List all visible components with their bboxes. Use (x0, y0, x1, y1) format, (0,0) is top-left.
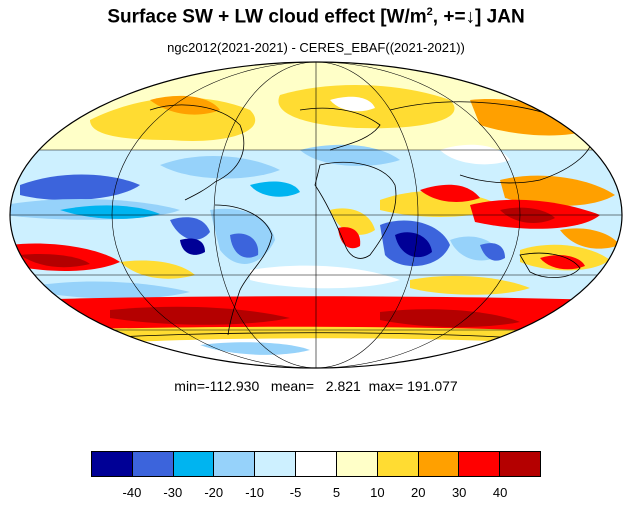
map-border (9, 61, 623, 369)
colorbar-tick-label: -40 (122, 485, 142, 500)
colorbar-ticks: -40 -30 -20 -10 -5 5 10 20 30 40 (91, 485, 541, 503)
colorbar-swatch (459, 452, 501, 476)
colorbar-swatch (132, 452, 174, 476)
colorbar-tick-label: 5 (332, 485, 341, 500)
colorbar-tick-label: 30 (451, 485, 467, 500)
colorbar-tick-label: 20 (411, 485, 426, 500)
map-title: Surface SW + LW cloud effect [W/m2, +=↓]… (107, 6, 525, 28)
colorbar-tick-label: -10 (245, 485, 265, 500)
colorbar-swatch (214, 452, 256, 476)
colorbar-swatch (377, 452, 419, 476)
colorbar (91, 451, 541, 477)
colorbar-tick-label: 10 (370, 485, 385, 500)
graticule (10, 62, 622, 368)
colorbar-tick-label: -30 (163, 485, 183, 500)
colorbar-swatch (500, 452, 540, 476)
colorbar-swatch (336, 452, 378, 476)
colorbar-tick-label: -20 (204, 485, 224, 500)
colorbar-swatch (173, 452, 215, 476)
colorbar-tick-label: 40 (492, 485, 508, 500)
colorbar-swatch (418, 452, 460, 476)
stats-line: min=-112.930 mean= 2.821 max= 191.077 (174, 378, 458, 394)
colorbar-swatch (255, 452, 297, 476)
colorbar-swatch (92, 452, 133, 476)
mollweide-map (9, 61, 623, 369)
colorbar-tick-label: -5 (289, 485, 302, 500)
map-subtitle: ngc2012(2021-2021) - CERES_EBAF((2021-20… (167, 40, 465, 55)
colorbar-swatch (296, 452, 337, 476)
